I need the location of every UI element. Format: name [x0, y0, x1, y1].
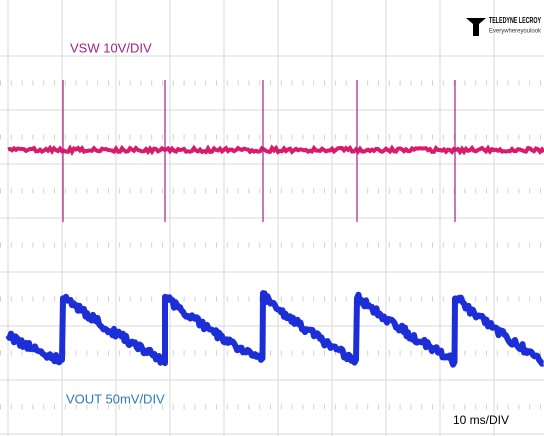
vout-label: VOUT 50mV/DIV [66, 391, 165, 406]
logo-tagline: Everywhereyoulook [489, 28, 542, 35]
timebase-label: 10 ms/DIV [453, 413, 509, 427]
vsw-label: VSW 10V/DIV [70, 40, 152, 55]
logo-text: TELEDYNE LECROY [489, 16, 541, 25]
